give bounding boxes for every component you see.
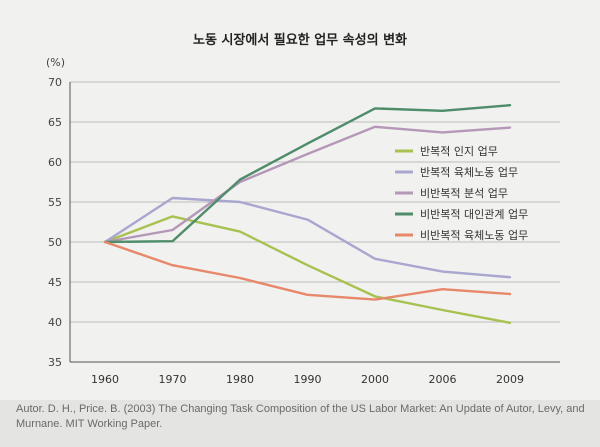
chart-background: [0, 0, 600, 400]
x-tick-label: 2006: [429, 373, 457, 386]
x-tick-label: 1980: [226, 373, 254, 386]
y-tick-label: 70: [48, 76, 62, 89]
y-tick-label: 35: [48, 356, 62, 369]
x-tick-label: 1990: [294, 373, 322, 386]
y-tick-label: 60: [48, 156, 62, 169]
chart-title: 노동 시장에서 필요한 업무 속성의 변화: [193, 32, 407, 48]
x-tick-label: 2000: [361, 373, 389, 386]
source-caption: Autor. D. H., Price. B. (2003) The Chang…: [16, 403, 585, 430]
line-chart: 노동 시장에서 필요한 업무 속성의 변화 (%) 35 40 45 50 55 60 65 70…: [0, 0, 600, 400]
series-line: [103, 103, 512, 244]
legend-label: 반복적 육체노동 업무: [420, 166, 518, 179]
x-tick-label: 2009: [496, 373, 524, 386]
legend-label: 비반복적 분석 업무: [420, 187, 508, 200]
y-tick-label: 40: [48, 316, 62, 329]
y-axis-label: (%): [46, 56, 65, 69]
legend-label: 비반복적 육체노동 업무: [420, 229, 528, 242]
x-tick-label: 1970: [159, 373, 187, 386]
series-line: [103, 240, 512, 301]
legend-label: 반복적 인지 업무: [420, 145, 498, 158]
series-line: [103, 196, 512, 279]
series-line: [103, 215, 512, 324]
y-tick-label: 50: [48, 236, 62, 249]
legend-label: 비반복적 대인관계 업무: [420, 208, 528, 221]
series-line: [103, 125, 512, 244]
y-tick-label: 65: [48, 116, 62, 129]
chart-figure: 노동 시장에서 필요한 업무 속성의 변화 (%) 35 40 45 50 55 60 65 70…: [0, 0, 600, 400]
y-tick-label: 45: [48, 276, 62, 289]
x-tick-label: 1960: [91, 373, 119, 386]
y-tick-label: 55: [48, 196, 62, 209]
